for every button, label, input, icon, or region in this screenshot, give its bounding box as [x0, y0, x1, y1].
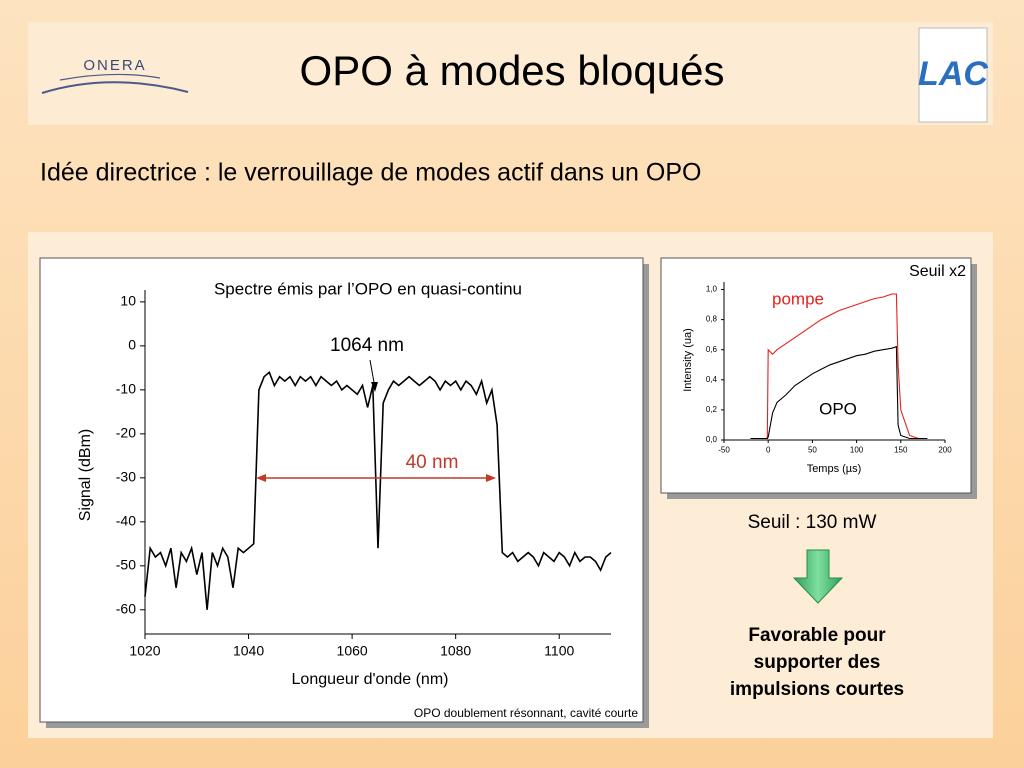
- data-line: [750, 293, 928, 440]
- threshold-label: Seuil : 130 mW: [748, 512, 877, 533]
- y-tick-label: -50: [116, 557, 136, 573]
- y-tick-label: -30: [116, 469, 136, 485]
- conclusion-line: impulsions courtes: [730, 679, 904, 700]
- x-tick-label: 200: [938, 445, 952, 454]
- axis-label: Intensity (ua): [682, 328, 694, 392]
- x-tick-label: 1100: [544, 642, 574, 658]
- logo-left: ONERA: [83, 57, 146, 74]
- header-box: [28, 22, 993, 125]
- y-tick-label: 0,4: [706, 375, 718, 384]
- annotation: 40 nm: [406, 452, 459, 473]
- x-tick-label: 150: [894, 445, 908, 454]
- data-line: [750, 345, 928, 440]
- conclusion-line: supporter des: [754, 652, 881, 673]
- logo-swoosh: [59, 73, 161, 81]
- x-tick-label: 1080: [440, 642, 471, 658]
- data-line: [144, 370, 612, 610]
- logo-right-box: [918, 27, 988, 123]
- subtitle: Idée directrice : le verrouillage de mod…: [40, 159, 701, 187]
- chart-frame: [660, 257, 972, 494]
- y-tick-label: -10: [116, 381, 136, 397]
- annotation: 1064 nm: [330, 335, 404, 356]
- logo-right: LAC: [918, 55, 988, 93]
- chart-frame: [39, 257, 644, 723]
- y-tick-label: 0,2: [706, 405, 718, 414]
- y-tick-label: 0,0: [706, 435, 718, 444]
- series-label: OPO: [819, 399, 857, 418]
- x-tick-label: 100: [850, 445, 864, 454]
- down-arrow: [792, 549, 844, 604]
- y-tick-label: 0,8: [706, 315, 718, 324]
- y-tick-label: 0,6: [706, 345, 718, 354]
- y-tick-label: -40: [116, 513, 136, 529]
- axis-label: Temps (µs): [807, 463, 862, 475]
- chart-title: Spectre émis par l’OPO en quasi-continu: [214, 279, 522, 298]
- x-tick-label: 50: [808, 445, 817, 454]
- chart-note: OPO doublement résonnant, cavité courte: [414, 706, 638, 720]
- series-label: pompe: [772, 289, 824, 308]
- arrow-head: [371, 382, 378, 392]
- axis-label: Signal (dBm): [77, 429, 94, 521]
- logo-swoosh: [41, 81, 189, 94]
- x-tick-label: 1020: [129, 642, 160, 658]
- y-tick-label: -60: [116, 601, 136, 617]
- axis-label: Longueur d'onde (nm): [292, 671, 449, 688]
- x-tick-label: 1040: [233, 642, 264, 658]
- y-tick-label: 1,0: [706, 285, 718, 294]
- conclusion-line: Favorable pour: [748, 625, 886, 646]
- x-tick-label: 1060: [337, 642, 368, 658]
- annotation: Seuil x2: [909, 263, 966, 280]
- y-tick-label: 10: [120, 293, 136, 309]
- x-tick-label: -50: [718, 445, 730, 454]
- arrow-head: [486, 474, 496, 482]
- x-tick-label: 0: [766, 445, 771, 454]
- slide-title: OPO à modes bloqués: [300, 47, 725, 94]
- arrow-head: [256, 474, 266, 482]
- y-tick-label: 0: [128, 337, 136, 353]
- y-tick-label: -20: [116, 425, 136, 441]
